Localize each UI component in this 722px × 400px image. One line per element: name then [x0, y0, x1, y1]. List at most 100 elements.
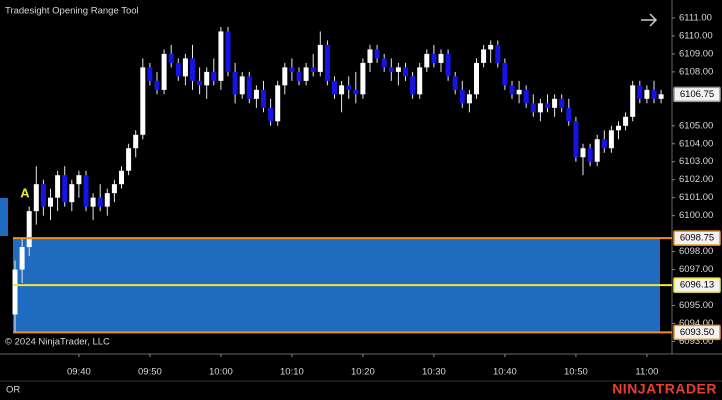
range-mid-tag-box [673, 277, 721, 293]
candle-body [608, 130, 614, 149]
candle-body [246, 76, 252, 99]
candle-body [197, 80, 203, 86]
y-tick-label: 6105.00 [679, 120, 713, 131]
candle-body [395, 67, 401, 72]
y-tick-label: 6110.00 [679, 30, 713, 41]
candle-body [289, 67, 295, 72]
candle-body [559, 98, 565, 108]
candle-body [232, 71, 238, 95]
candle-body [374, 49, 380, 59]
candle-body [530, 103, 536, 113]
candle-body [161, 53, 167, 90]
y-tick-label: 6104.00 [679, 138, 713, 149]
panel-label: OR [6, 385, 20, 396]
candle-body [19, 247, 25, 270]
candle-body [90, 197, 96, 207]
candle-body [445, 53, 451, 77]
y-tick-label: 6108.00 [679, 66, 713, 77]
last-price-tag-box [673, 86, 721, 103]
candle-body [516, 89, 522, 95]
candle-body [410, 76, 416, 95]
candle-body [537, 103, 543, 113]
candle-body [168, 53, 174, 63]
candle-body [360, 62, 366, 95]
candle-body [424, 53, 430, 68]
candle-body [474, 62, 479, 95]
candle-body [261, 89, 266, 108]
candle-body [282, 67, 288, 86]
candle-body [403, 67, 408, 77]
x-tick-label: 11:00 [635, 367, 658, 378]
range-high-tag: 6098.75 [680, 233, 714, 244]
candle-body [573, 121, 579, 158]
candle-body [40, 184, 46, 207]
candle-body [317, 44, 323, 72]
candle-body [623, 116, 629, 126]
last-price-tag: 6106.75 [680, 89, 714, 100]
range-high-tag-box [673, 230, 721, 246]
candle-body [147, 67, 153, 81]
candle-body [438, 53, 444, 63]
x-tick-label: 10:10 [280, 367, 304, 378]
candle-body [339, 85, 345, 95]
candle-body [83, 175, 89, 207]
candle-body [324, 44, 330, 81]
y-tick-label: 6103.00 [679, 156, 713, 167]
x-tick-label: 10:20 [351, 367, 375, 378]
candle-body [296, 71, 302, 81]
range-mid-tag: 6096.13 [680, 280, 714, 291]
candle-body [268, 107, 274, 122]
candle-body [55, 175, 61, 198]
y-tick-label: 6095.00 [679, 300, 713, 311]
candle-body [182, 58, 188, 77]
side-tab[interactable] [0, 198, 8, 236]
candle-body [388, 67, 394, 72]
candle-body [26, 211, 32, 248]
candle-body [76, 175, 82, 185]
candle-body [381, 58, 387, 68]
copyright: © 2024 NinjaTrader, LLC [5, 337, 110, 348]
candle-body [303, 67, 309, 81]
candle-body [601, 139, 607, 149]
y-tick-label: 6093.00 [679, 336, 713, 347]
candle-body [616, 125, 621, 131]
y-tick-label: 6101.00 [679, 192, 713, 203]
candle-body [111, 184, 117, 194]
candle-body [552, 98, 558, 108]
candle-body [204, 71, 210, 86]
candle-body [12, 269, 18, 315]
candle-body [466, 94, 472, 104]
candle-body [225, 31, 231, 72]
candle-body [126, 148, 132, 171]
candle-body [580, 148, 586, 158]
candle-body [140, 67, 146, 135]
candle-body [481, 49, 487, 63]
candle-body [658, 94, 664, 99]
candle-body [218, 31, 224, 81]
x-tick-label: 10:50 [564, 367, 588, 378]
candle-body [190, 58, 195, 81]
candle-body [119, 170, 124, 185]
candle-body [459, 89, 465, 104]
candle-body [523, 89, 529, 104]
candle-body [154, 80, 160, 90]
candle-body [630, 85, 636, 117]
candle-body [566, 107, 572, 122]
x-tick-label: 10:00 [209, 367, 233, 378]
candle-body [417, 67, 423, 95]
candle-body [367, 49, 373, 63]
y-tick-label: 6111.00 [679, 12, 712, 23]
scroll-arrow[interactable] [641, 13, 658, 27]
candle-body [353, 89, 359, 95]
marker-label: A [20, 185, 30, 200]
logo: NINJATRADER [612, 381, 717, 397]
candle-body [33, 184, 39, 212]
candle-body [104, 193, 110, 207]
candle-body [253, 89, 259, 99]
candle-body [545, 103, 550, 108]
y-tick-label: 6102.00 [679, 174, 713, 185]
candle-body [175, 62, 181, 77]
candle-body [431, 53, 437, 63]
candle-body [637, 85, 643, 99]
